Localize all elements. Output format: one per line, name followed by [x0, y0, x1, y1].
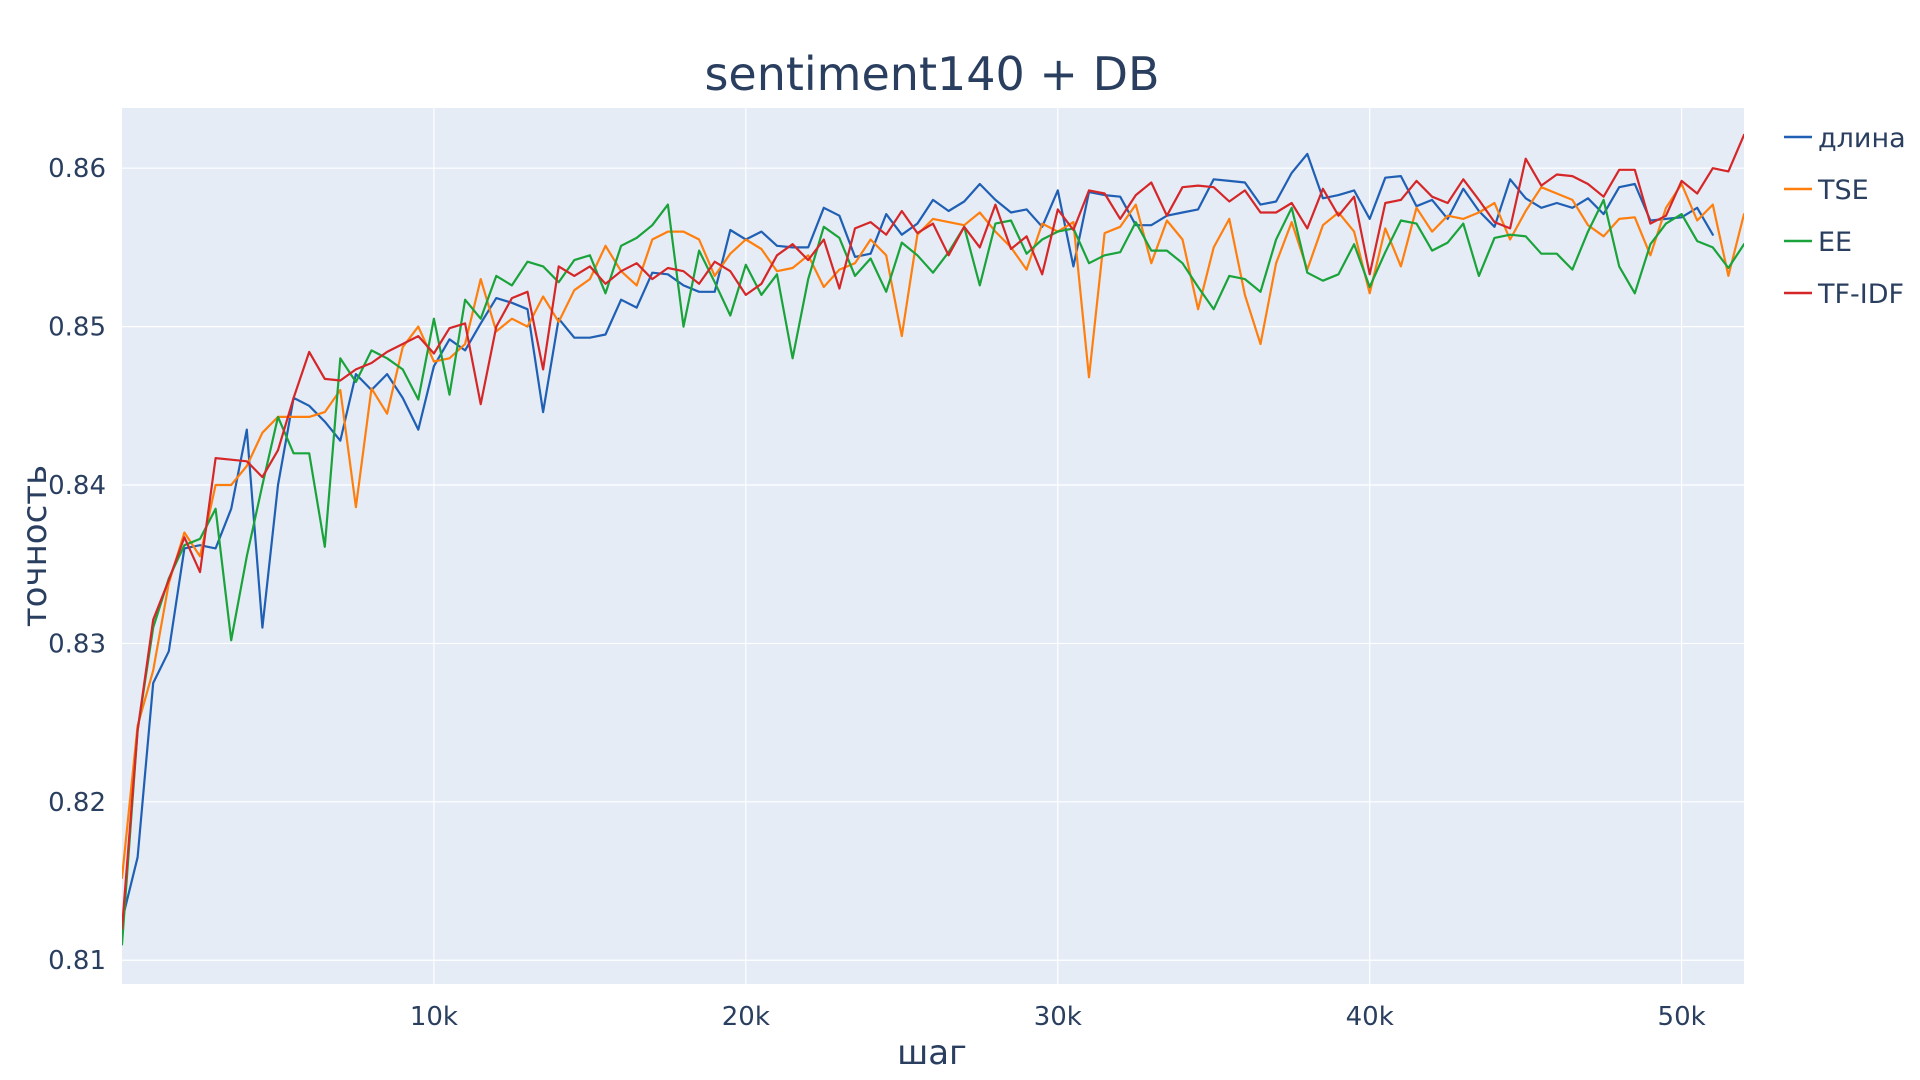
chart-title: sentiment140 + DB — [704, 47, 1159, 101]
legend[interactable]: длина TSE EE TF-IDF — [1784, 123, 1906, 310]
y-tick-label: 0.83 — [48, 629, 106, 659]
axis-ticks: 0.81 0.82 0.83 0.84 0.85 0.86 10k 20k 30k 40k 50k — [48, 154, 1706, 1032]
y-tick-label: 0.84 — [48, 471, 106, 501]
legend-item[interactable]: длина — [1784, 123, 1906, 154]
series-lines — [122, 133, 1744, 946]
legend-label: длина — [1818, 123, 1906, 154]
plot-area — [122, 108, 1744, 984]
y-tick-label: 0.81 — [48, 946, 106, 976]
legend-item[interactable]: EE — [1784, 227, 1852, 258]
series-line-TSE — [122, 182, 1744, 879]
legend-label: EE — [1818, 227, 1852, 258]
gridlines — [122, 108, 1744, 984]
x-tick-label: 10k — [410, 1002, 458, 1032]
y-tick-label: 0.82 — [48, 788, 106, 818]
legend-label: TF-IDF — [1817, 279, 1904, 310]
legend-label: TSE — [1817, 175, 1869, 206]
y-tick-label: 0.85 — [48, 313, 106, 343]
x-tick-label: 50k — [1658, 1002, 1706, 1032]
legend-item[interactable]: TSE — [1784, 175, 1869, 206]
x-tick-label: 40k — [1346, 1002, 1394, 1032]
x-tick-label: 20k — [722, 1002, 770, 1032]
legend-item[interactable]: TF-IDF — [1784, 279, 1904, 310]
series-line-TF-IDF — [122, 133, 1744, 930]
y-tick-label: 0.86 — [48, 154, 106, 184]
x-tick-label: 30k — [1034, 1002, 1082, 1032]
series-line-длина — [122, 152, 1714, 922]
x-axis-title: шаг — [897, 1033, 967, 1073]
y-axis-title: точность — [15, 465, 55, 627]
series-line-EE — [122, 198, 1744, 946]
